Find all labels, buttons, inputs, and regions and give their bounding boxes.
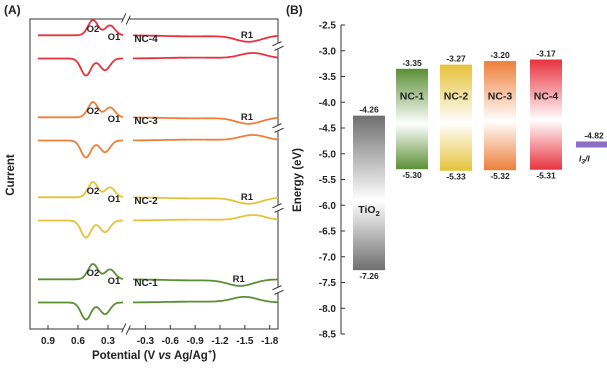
panel-a-peak-labels: O2 O1 R1 NC-4 O2 O1 R1 NC-3 O2 O1 R1 NC-2 O2 O1 R1 NC-1: [87, 24, 254, 289]
peak-label-o1: O1: [108, 32, 121, 43]
top-value-label: -3.35: [402, 58, 422, 68]
axis-break-mark: [272, 41, 284, 51]
series-label-nc-4: NC-4: [134, 34, 158, 45]
cv-curve-nc-1-lower-0: [38, 301, 123, 321]
cv-curve-nc-4-upper-0: [38, 19, 124, 37]
panel-b-y-ticks: -2.5 -3.0 -3.5 -4.0 -4.5 -5.0 -5.5 -6.0 -6.5 -7.0…: [319, 21, 345, 341]
panel-a-x-label: Potential (V vs Ag/Ag+): [92, 347, 216, 362]
cv-curve-nc-4-lower-0: [38, 57, 123, 77]
y-tick-label: -5.0: [319, 149, 337, 160]
y-tick-label: -8.0: [319, 304, 337, 315]
series-label-nc-2: NC-2: [134, 196, 158, 207]
peak-label-r1: R1: [241, 30, 254, 41]
top-value-label: -3.17: [536, 49, 556, 59]
peak-label-r1: R1: [241, 112, 254, 123]
cv-curve-nc-4-lower-1: [133, 52, 279, 60]
cv-curve-nc-3-upper-1: [133, 116, 279, 125]
panel-b-y-label: Energy (eV): [292, 148, 304, 212]
peak-label-o2: O2: [87, 106, 100, 117]
x-tick-label: -0.9: [187, 336, 205, 347]
bottom-value-label: -7.26: [359, 271, 379, 281]
panel-a-y-label: Current: [5, 154, 17, 196]
x-tick-label: -1.5: [236, 336, 254, 347]
peak-label-r1: R1: [233, 274, 246, 285]
bottom-value-label: -5.32: [490, 171, 510, 181]
cv-curve-nc-2-upper-0: [38, 181, 124, 199]
cv-curve-nc-4-upper-1: [133, 34, 279, 43]
bottom-value-label: -5.30: [402, 170, 422, 180]
cv-curve-nc-3-upper-0: [38, 101, 124, 119]
peak-label-o1: O1: [108, 114, 121, 125]
energy-bar-tio2: [353, 115, 385, 271]
bar-category-label: NC-1: [400, 91, 425, 103]
bottom-value-label: -5.31: [536, 171, 556, 181]
top-value-label: -3.20: [490, 50, 510, 60]
y-tick-label: -3.0: [319, 46, 337, 57]
y-tick-label: -4.5: [319, 124, 337, 135]
panel-a-axis-breaks: [121, 13, 284, 335]
energy-bar-nc-4: [530, 59, 562, 170]
axis-break-mark: [272, 285, 284, 295]
x-tick-label: -1.8: [261, 336, 279, 347]
cv-curve-nc-1-upper-0: [38, 263, 124, 281]
x-tick-label: -1.2: [211, 336, 229, 347]
energy-bar-nc-2: [440, 64, 472, 171]
cv-curve-nc-3-lower-1: [133, 134, 279, 142]
cv-curve-nc-1-upper-1: [133, 278, 279, 287]
axis-break-mark: [272, 123, 284, 133]
x-tick-label: 0.9: [41, 336, 55, 347]
bar-category-label: NC-4: [534, 91, 559, 103]
axis-break-mark: [272, 203, 284, 213]
panel-b-bars: -4.26 -7.26 TiO2 -3.35 -5.30 NC-1 -3.27 -5.33 NC…: [353, 49, 562, 281]
peak-label-o2: O2: [87, 268, 100, 279]
bottom-value-label: -5.33: [446, 172, 466, 182]
y-tick-label: -7.5: [319, 278, 337, 289]
panel-b-electrolyte: -4.82 I3/I: [576, 130, 607, 165]
panel-a-label: (A): [4, 3, 21, 17]
cv-curve-nc-2-lower-1: [133, 214, 279, 222]
cv-curve-nc-2-lower-0: [38, 219, 123, 239]
x-tick-label: -0.6: [162, 336, 180, 347]
electrolyte-name-label: I3/I: [579, 153, 590, 165]
bar-category-label: NC-2: [444, 91, 469, 103]
series-label-nc-1: NC-1: [134, 278, 158, 289]
panel-a-curves: [38, 19, 279, 321]
panel-a-frame: [29, 18, 279, 330]
axis-break-mark: [121, 323, 131, 335]
peak-label-o1: O1: [108, 276, 121, 287]
energy-bar-nc-1: [396, 68, 428, 170]
cv-curve-nc-2-upper-1: [133, 196, 279, 205]
peak-label-o2: O2: [87, 186, 100, 197]
top-value-label: -3.27: [446, 54, 466, 64]
bar-category-label: TiO2: [358, 204, 379, 218]
peak-label-r1: R1: [241, 192, 254, 203]
panel-a-x-ticks: 0.9 0.6 0.3 -0.3 -0.6 -0.9 -1.2 -1.5 -1.8: [41, 325, 279, 347]
panel-b-label: (B): [286, 3, 303, 17]
y-tick-label: -4.0: [319, 98, 337, 109]
y-tick-label: -7.0: [319, 252, 337, 263]
cv-curve-nc-1-lower-1: [133, 296, 279, 304]
electrolyte-value-label: -4.82: [584, 130, 604, 140]
electrolyte-level-bar: [576, 141, 607, 148]
x-tick-label: 0.6: [71, 336, 85, 347]
cv-curve-nc-3-lower-0: [38, 139, 123, 159]
peak-label-o2: O2: [87, 24, 100, 35]
energy-bar-nc-3: [484, 61, 516, 171]
y-tick-label: -2.5: [319, 21, 337, 32]
x-tick-label: -0.3: [137, 336, 155, 347]
axis-break-mark: [121, 13, 131, 25]
top-value-label: -4.26: [359, 105, 379, 115]
y-tick-label: -6.5: [319, 227, 337, 238]
y-tick-label: -3.5: [319, 72, 337, 83]
y-tick-label: -6.0: [319, 201, 337, 212]
bar-category-label: NC-3: [488, 91, 513, 103]
peak-label-o1: O1: [108, 194, 121, 205]
series-label-nc-3: NC-3: [134, 116, 158, 127]
y-tick-label: -5.5: [319, 175, 337, 186]
x-tick-label: 0.3: [101, 336, 115, 347]
y-tick-label: -8.5: [319, 330, 337, 341]
